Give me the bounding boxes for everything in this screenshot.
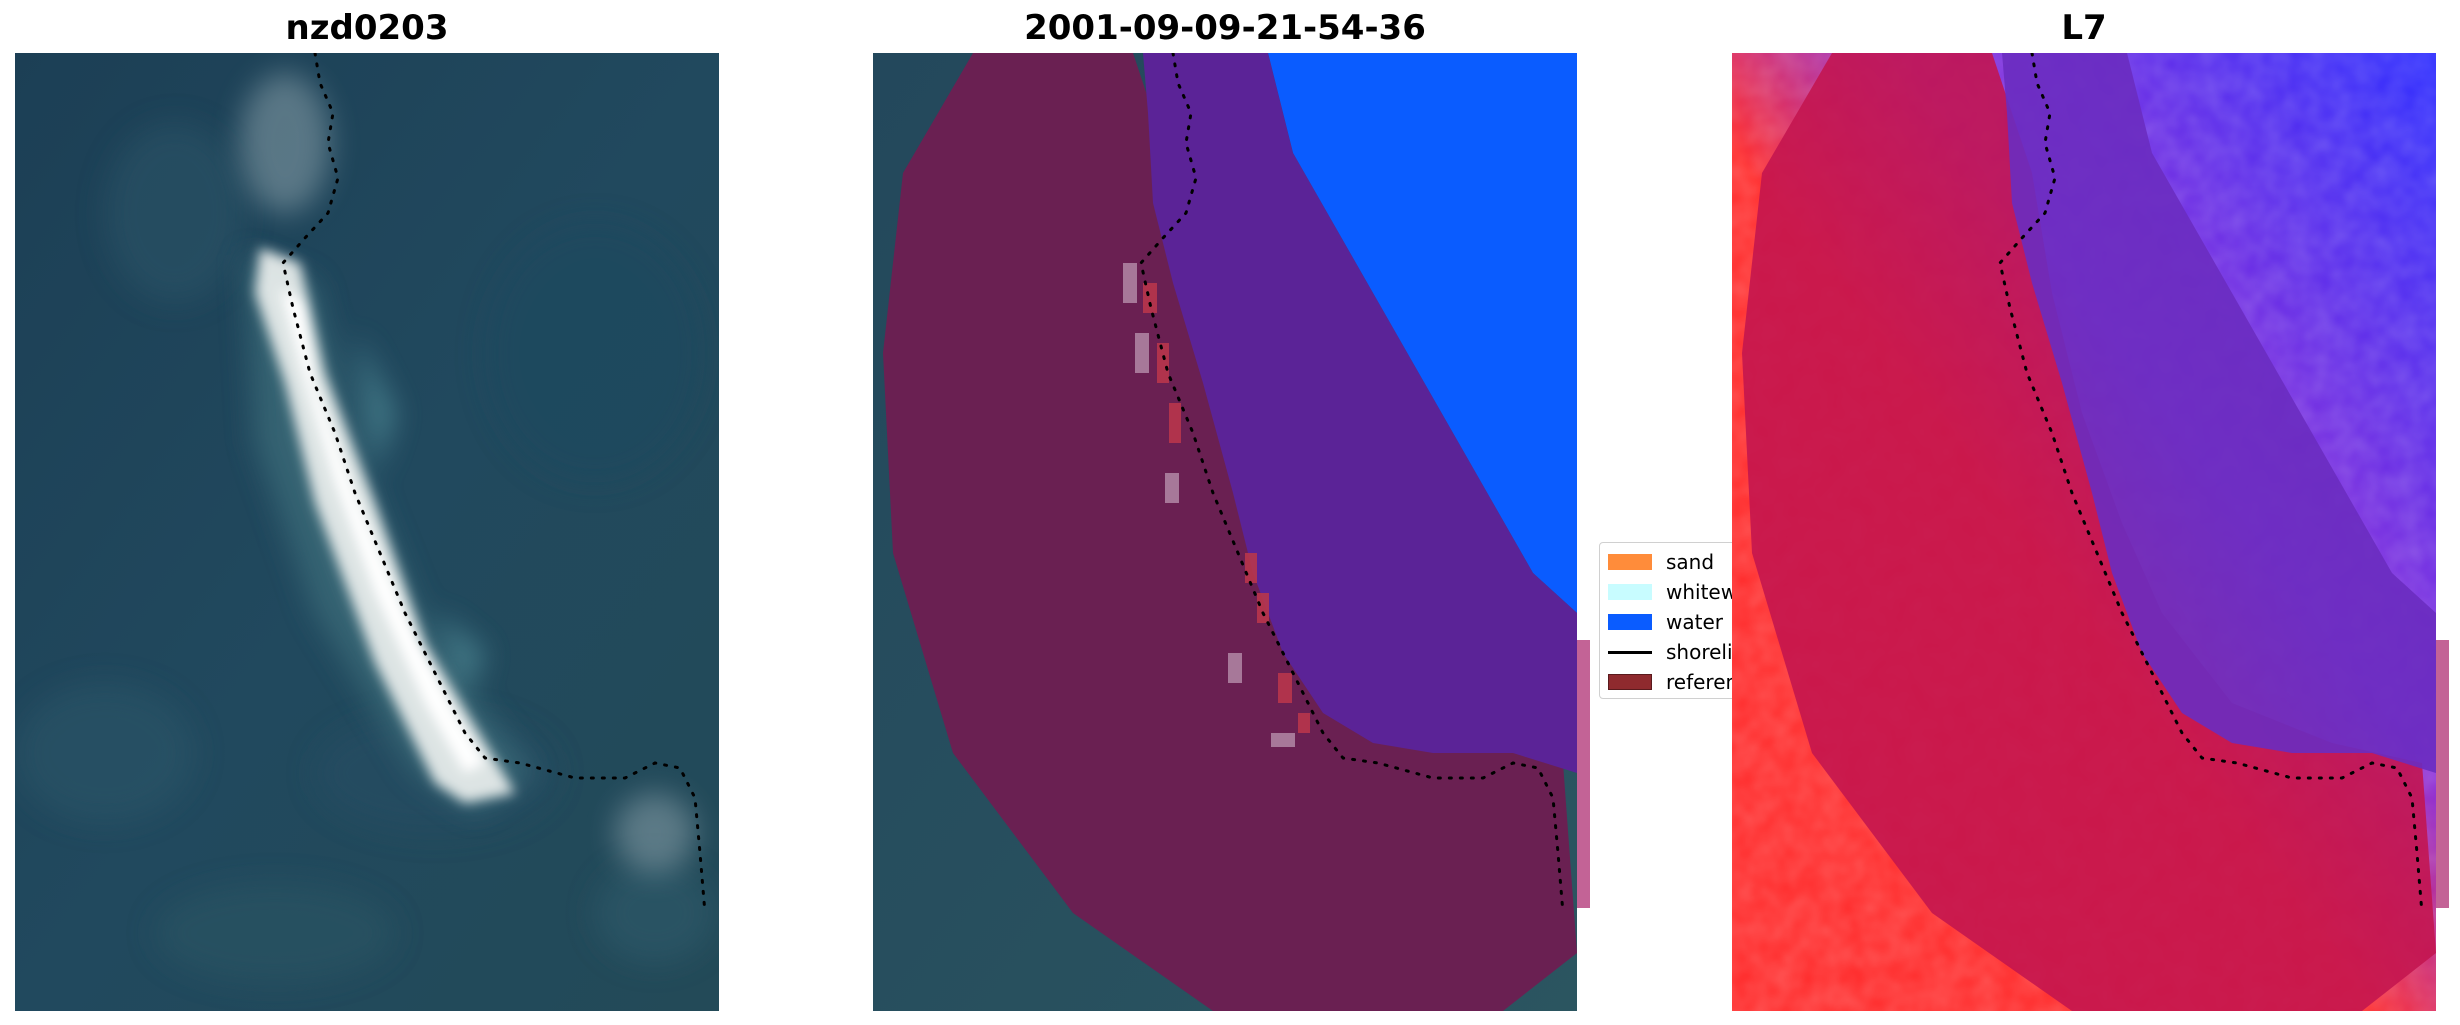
legend-label: water bbox=[1666, 610, 1723, 634]
legend-line-shoreline bbox=[1608, 651, 1652, 654]
panel-image-index bbox=[1732, 53, 2436, 1011]
shoreline-classified bbox=[1139, 53, 1565, 915]
water-buffer-band bbox=[1143, 53, 1577, 773]
panel-title-index: L7 bbox=[2061, 8, 2107, 48]
panel-image-rgb bbox=[15, 53, 719, 1011]
whitewater-class-pixels bbox=[1123, 263, 1295, 747]
cloud-haze bbox=[240, 73, 695, 873]
sand-class-pixels bbox=[1143, 283, 1310, 733]
index-water-band bbox=[2002, 53, 2436, 773]
shoreline-rgb bbox=[281, 53, 707, 915]
legend-swatch-sand bbox=[1608, 554, 1652, 570]
shoreline-index bbox=[1998, 53, 2424, 915]
water-class-region bbox=[1268, 53, 1577, 613]
panel-title-classified: 2001-09-09-21-54-36 bbox=[1024, 8, 1426, 48]
reference-strip-classified bbox=[1577, 640, 1590, 908]
legend-swatch-water bbox=[1608, 614, 1652, 630]
panel-title-rgb: nzd0203 bbox=[285, 8, 449, 48]
reference-strip-index bbox=[2436, 640, 2449, 908]
legend-swatch-whitewater bbox=[1608, 584, 1652, 600]
legend-swatch-reference bbox=[1608, 674, 1652, 690]
panel-image-classified bbox=[873, 53, 1577, 1011]
legend-label: sand bbox=[1666, 550, 1715, 574]
